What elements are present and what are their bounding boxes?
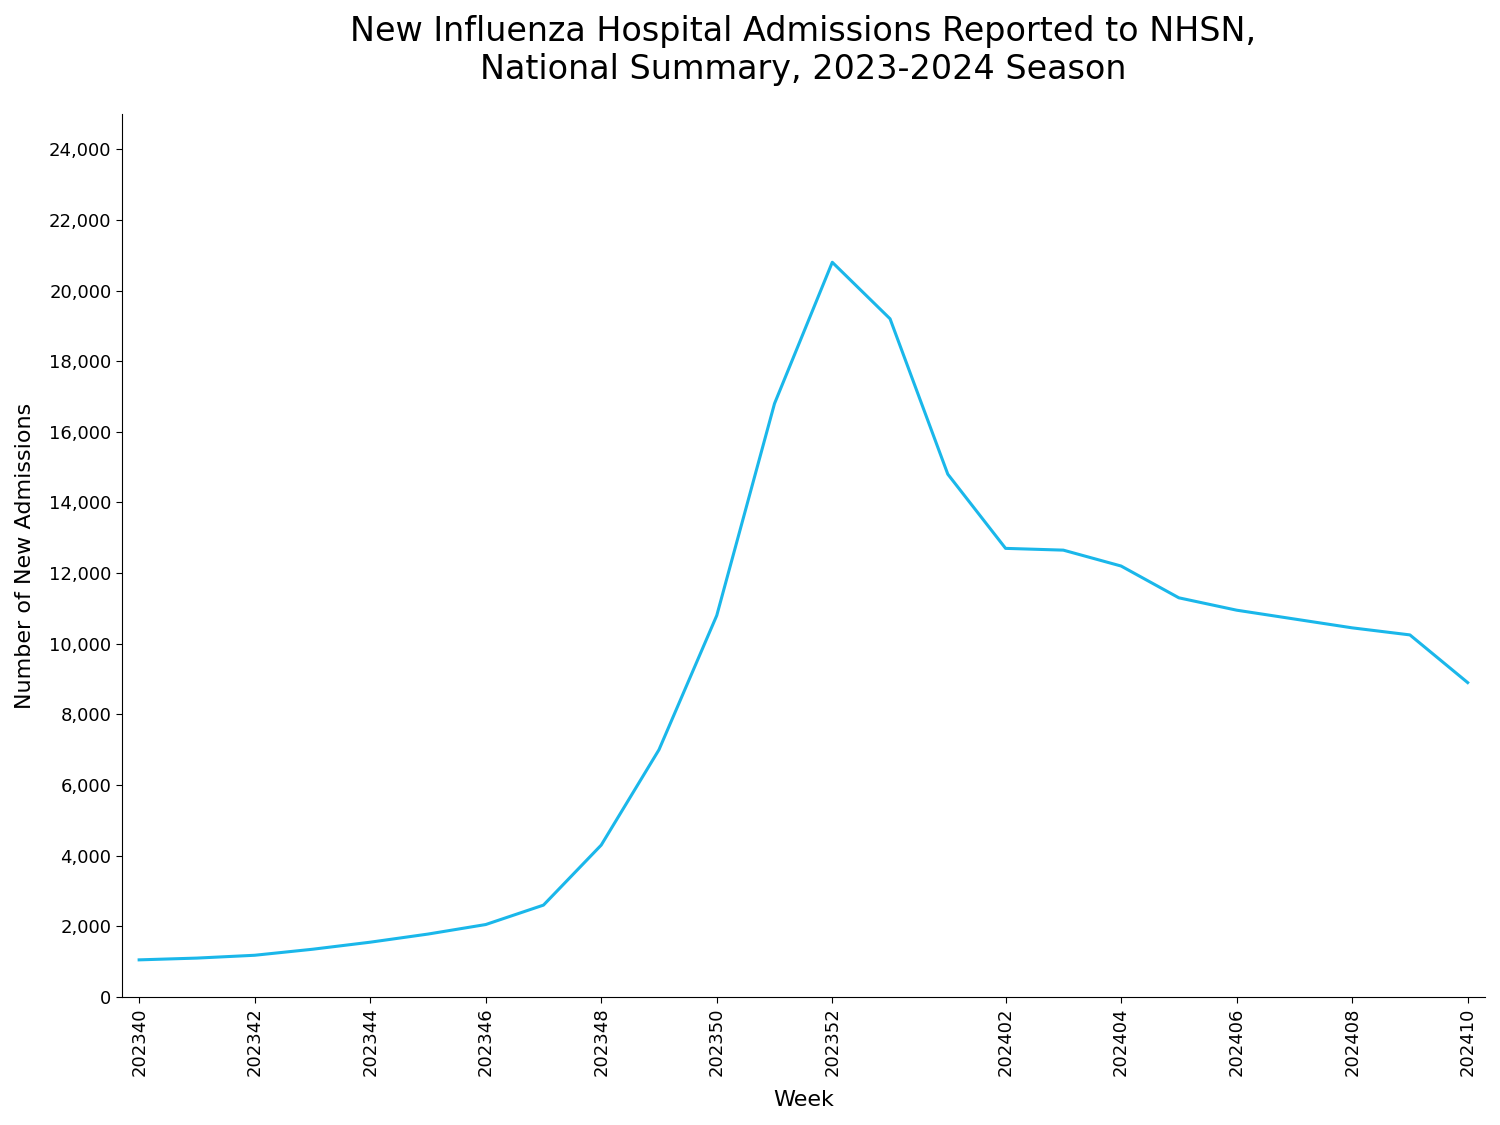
Title: New Influenza Hospital Admissions Reported to NHSN,
National Summary, 2023-2024 : New Influenza Hospital Admissions Report… [351,15,1257,87]
Y-axis label: Number of New Admissions: Number of New Admissions [15,403,34,709]
X-axis label: Week: Week [772,1090,834,1110]
